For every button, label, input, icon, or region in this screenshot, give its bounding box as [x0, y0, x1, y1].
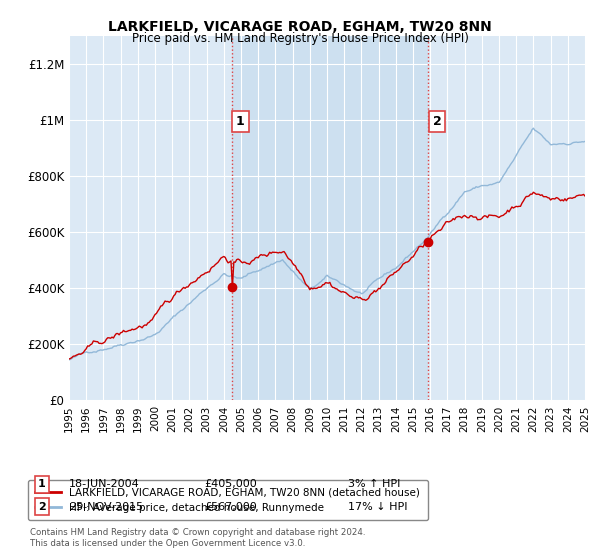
Text: £405,000: £405,000 [204, 479, 257, 489]
Text: LARKFIELD, VICARAGE ROAD, EGHAM, TW20 8NN: LARKFIELD, VICARAGE ROAD, EGHAM, TW20 8N… [108, 20, 492, 34]
Text: 17% ↓ HPI: 17% ↓ HPI [348, 502, 407, 512]
Text: £567,000: £567,000 [204, 502, 257, 512]
Legend: LARKFIELD, VICARAGE ROAD, EGHAM, TW20 8NN (detached house), HPI: Average price, : LARKFIELD, VICARAGE ROAD, EGHAM, TW20 8N… [28, 480, 428, 520]
Text: 25-NOV-2015: 25-NOV-2015 [69, 502, 143, 512]
Text: 2: 2 [38, 502, 46, 512]
Text: 1: 1 [236, 115, 245, 128]
Text: 3% ↑ HPI: 3% ↑ HPI [348, 479, 400, 489]
Text: Price paid vs. HM Land Registry's House Price Index (HPI): Price paid vs. HM Land Registry's House … [131, 32, 469, 45]
Text: 1: 1 [38, 479, 46, 489]
Text: 2: 2 [433, 115, 442, 128]
Bar [232, 36, 428, 400]
Text: 18-JUN-2004: 18-JUN-2004 [69, 479, 140, 489]
Text: Contains HM Land Registry data © Crown copyright and database right 2024.
This d: Contains HM Land Registry data © Crown c… [30, 528, 365, 548]
